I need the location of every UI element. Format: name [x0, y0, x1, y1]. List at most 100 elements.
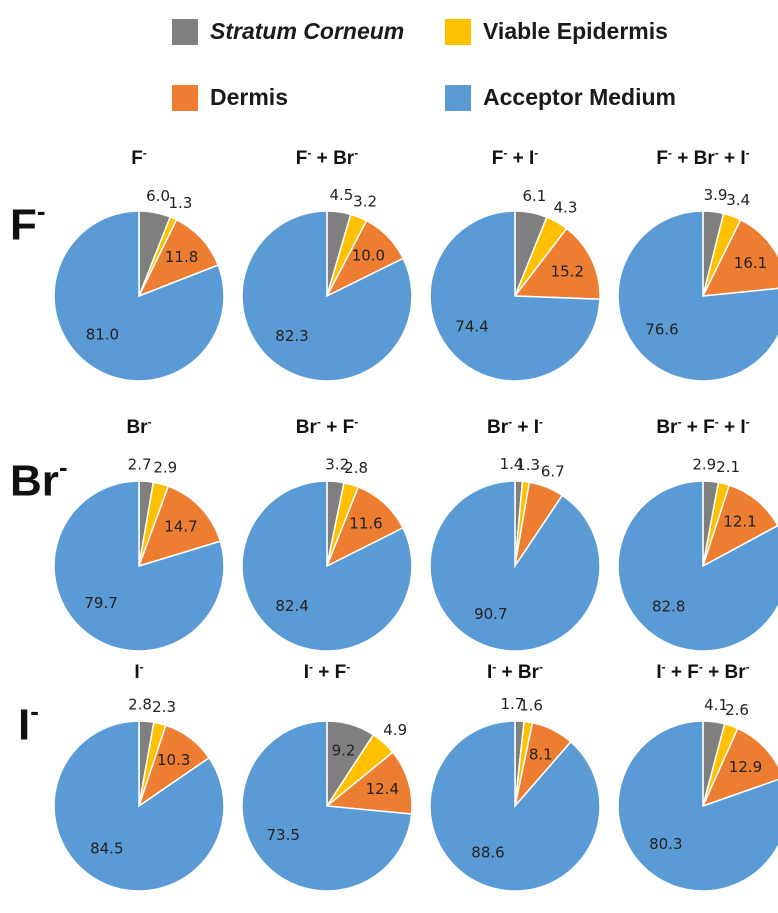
row-label-br: Br-: [10, 452, 68, 507]
pie-title-part: +: [507, 148, 529, 169]
pie-title: F-: [131, 146, 147, 169]
data-label-acceptor-medium: 90.7: [474, 605, 507, 623]
pie-4: F- + Br- + I-3.93.416.176.6: [617, 146, 778, 382]
pie-title-part: +: [703, 662, 725, 683]
pie-slice-acceptor-medium: [53, 210, 225, 382]
pie-slice-dermis: [325, 751, 413, 815]
pie-slice-dermis: [513, 227, 601, 300]
pie-title: F- + Br- + I-: [656, 146, 749, 169]
pie-title-charge: -: [699, 660, 703, 674]
pie-title-charge: -: [539, 415, 543, 429]
pie-slice-acceptor-medium: [429, 210, 601, 382]
legend-item-acceptor-medium: Acceptor Medium: [445, 84, 676, 111]
row-label-charge: -: [30, 696, 39, 726]
legend-swatch: [445, 18, 471, 45]
data-label-viable-epidermis: 2.8: [344, 459, 368, 477]
pie-title-part: Br: [725, 662, 747, 683]
data-label-viable-epidermis: 2.3: [152, 698, 176, 716]
data-label-dermis: 10.0: [352, 247, 385, 265]
legend-item-stratum-corneum: Stratum Corneum: [172, 18, 404, 45]
data-label-dermis: 15.2: [551, 262, 584, 280]
row-label-charge: -: [36, 196, 46, 226]
pie-title-charge: -: [148, 415, 152, 429]
pie-slice-acceptor-medium: [53, 720, 225, 892]
data-label-stratum-corneum: 2.7: [128, 455, 152, 473]
pie-title-part: Br: [518, 662, 540, 683]
pie-8: Br- + F- + I-2.9 2.112.182.8: [617, 415, 778, 652]
pie-title: Br- + F-: [296, 415, 358, 438]
data-label-viable-epidermis: 2.1: [716, 458, 740, 476]
pie-title-part: F: [343, 417, 355, 438]
data-label-stratum-corneum: 4.1: [704, 696, 728, 714]
pie-title-part: Br: [126, 417, 148, 438]
pie-1: F- 6.01.3 11.8 81.0: [53, 146, 225, 382]
data-label-viable-epidermis: 4.9: [383, 721, 407, 739]
pie-slice-acceptor-medium: [429, 480, 601, 652]
data-label-stratum-corneum: 4.5: [329, 186, 353, 204]
pie-title-part: +: [672, 148, 694, 169]
data-label-dermis: 8.1: [529, 745, 553, 763]
pie-title-part: Br: [333, 148, 355, 169]
legend-swatch: [445, 84, 471, 111]
pie-title-charge: -: [746, 660, 750, 674]
data-label-viable-epidermis: 1.3: [516, 456, 540, 474]
pie-title-part: F: [687, 662, 699, 683]
pie-title-part: Br: [694, 148, 716, 169]
pie-title-part: +: [666, 662, 688, 683]
pie-9: I- 2.8 2.3 10.3 84.5: [53, 660, 225, 892]
data-label-acceptor-medium: 84.5: [90, 840, 123, 858]
pie-title-charge: -: [677, 415, 681, 429]
pie-title-part: F: [703, 417, 715, 438]
data-label-acceptor-medium: 79.7: [84, 594, 117, 612]
pie-slice-acceptor-medium: [617, 480, 778, 652]
pie-slice-dermis: [325, 485, 404, 568]
data-label-dermis: 6.7: [541, 462, 565, 480]
pie-title-charge: -: [346, 660, 350, 674]
legend-item-dermis: Dermis: [172, 84, 288, 111]
data-label-dermis: 12.9: [729, 758, 762, 776]
data-label-acceptor-medium: 82.4: [275, 597, 308, 615]
pie-title-charge: -: [715, 415, 719, 429]
pie-title-part: F: [296, 148, 308, 169]
pie-title: Br- + F- + I-: [656, 415, 749, 438]
data-label-dermis: 11.6: [349, 514, 382, 532]
pie-title-part: +: [681, 417, 703, 438]
data-label-acceptor-medium: 74.4: [455, 317, 488, 335]
pie-title-charge: -: [143, 146, 147, 160]
pie-title: Br-: [126, 415, 151, 438]
pie-title-part: I: [304, 662, 309, 683]
data-label-stratum-corneum: 6.1: [522, 187, 546, 205]
pie-title-part: I: [656, 662, 661, 683]
pie-title-part: I: [740, 417, 745, 438]
data-label-viable-epidermis: 4.3: [554, 198, 578, 216]
pie-title-charge: -: [492, 660, 496, 674]
pie-title-charge: -: [140, 660, 144, 674]
pie-title: I- + F- + Br-: [656, 660, 749, 683]
pie-title-part: I: [529, 148, 534, 169]
pie-title-charge: -: [746, 415, 750, 429]
pie-title-part: I: [134, 662, 139, 683]
pie-title-part: +: [512, 417, 534, 438]
pie-title: I- + Br-: [487, 660, 543, 683]
data-label-viable-epidermis: 1.3: [168, 194, 192, 212]
data-label-dermis: 12.4: [366, 780, 399, 798]
pie-title-part: I: [534, 417, 539, 438]
pie-slice-dermis: [137, 218, 220, 298]
data-label-dermis: 14.7: [164, 517, 197, 535]
legend: Stratum Corneum Viable Epidermis Dermis …: [0, 0, 778, 130]
row-label-i: I-: [18, 696, 39, 751]
data-label-acceptor-medium: 88.6: [471, 843, 504, 861]
data-label-stratum-corneum: 3.9: [704, 186, 728, 204]
data-label-acceptor-medium: 73.5: [266, 826, 299, 844]
pie-title-part: +: [719, 417, 741, 438]
pie-slice-acceptor-medium: [429, 720, 601, 892]
pie-slice-acceptor-medium: [53, 480, 225, 652]
data-label-viable-epidermis: 2.9: [153, 458, 177, 476]
pie-title-part: Br: [296, 417, 318, 438]
row-label-base: F: [10, 200, 37, 250]
pie-title-part: I: [740, 148, 745, 169]
pie-6: Br- + F-3.22.811.682.4: [241, 415, 413, 652]
pie-title: F- + Br-: [296, 146, 358, 169]
pie-title: I- + F-: [304, 660, 351, 683]
